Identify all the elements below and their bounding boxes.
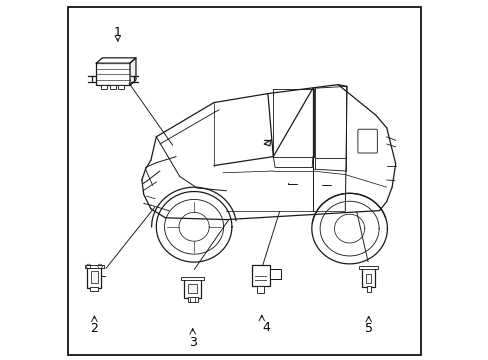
Bar — [91, 271, 98, 283]
Bar — [188, 284, 197, 293]
Text: 1: 1 — [114, 26, 122, 39]
Text: 3: 3 — [188, 336, 196, 349]
Bar — [90, 287, 98, 291]
Bar — [85, 265, 103, 268]
Text: 4: 4 — [262, 321, 269, 334]
Text: 5: 5 — [364, 322, 372, 335]
Text: 2: 2 — [90, 322, 98, 335]
Bar — [257, 285, 264, 293]
Polygon shape — [96, 58, 136, 63]
Bar — [362, 268, 374, 287]
Bar — [110, 85, 116, 89]
Bar — [365, 274, 371, 283]
Bar — [96, 63, 130, 85]
Bar — [187, 297, 197, 302]
Bar — [87, 267, 101, 288]
FancyBboxPatch shape — [357, 129, 377, 153]
Bar — [251, 265, 269, 285]
Bar — [358, 266, 378, 269]
Bar — [183, 279, 201, 298]
Bar — [366, 286, 370, 292]
Bar — [118, 85, 124, 89]
Bar — [101, 85, 107, 89]
Bar — [181, 278, 203, 280]
Bar — [269, 269, 280, 279]
Polygon shape — [130, 58, 136, 85]
